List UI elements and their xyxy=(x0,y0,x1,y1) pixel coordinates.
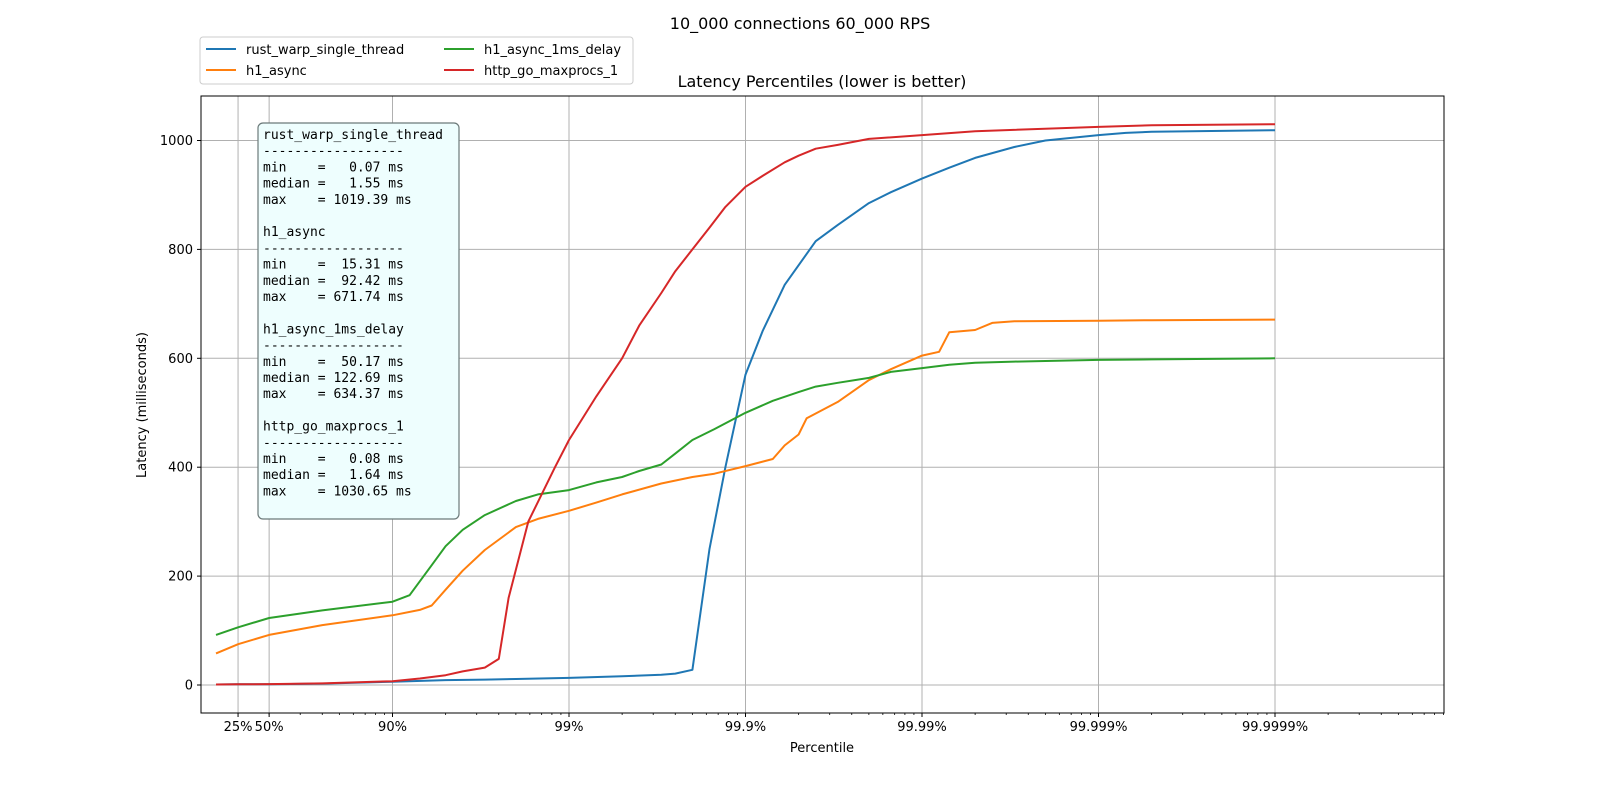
y-tick-label: 800 xyxy=(168,243,193,258)
y-tick-label: 400 xyxy=(168,461,193,476)
legend-label: rust_warp_single_thread xyxy=(246,43,404,58)
chart-suptitle: 10_000 connections 60_000 RPS xyxy=(670,14,930,34)
x-tick-label: 90% xyxy=(378,720,407,735)
stats-name: h1_async xyxy=(263,225,326,240)
stats-box-frame xyxy=(257,122,460,520)
stats-min: min = 50.17 ms xyxy=(263,355,404,370)
stats-max: max = 1030.65 ms xyxy=(263,484,412,499)
stats-name: http_go_maxprocs_1 xyxy=(263,420,404,435)
series-line-h1_async xyxy=(215,318,1276,655)
stats-median: median = 1.55 ms xyxy=(263,177,404,192)
stats-name: h1_async_1ms_delay xyxy=(263,322,404,337)
stats-separator: ------------------ xyxy=(263,144,404,159)
y-tick-label: 1000 xyxy=(160,134,193,149)
chart-title: Latency Percentiles (lower is better) xyxy=(678,72,967,91)
y-tick-label: 200 xyxy=(168,570,193,585)
stats-name: rust_warp_single_thread xyxy=(263,128,443,143)
plot-frame xyxy=(200,95,1445,714)
stats-max: max = 634.37 ms xyxy=(263,387,404,402)
stats-max: max = 671.74 ms xyxy=(263,290,404,305)
stats-separator: ------------------ xyxy=(263,241,404,256)
x-tick-label: 99% xyxy=(555,720,584,735)
legend-label: h1_async_1ms_delay xyxy=(484,43,621,58)
stats-min: min = 0.07 ms xyxy=(263,160,404,175)
y-axis-ticks: 0 200 400 600 800 1000 xyxy=(160,134,201,694)
x-axis-ticks: 25% 50% 90% 99% 99.9% 99.99% 99.999% 99.9999% xyxy=(224,713,1444,735)
series-lines xyxy=(215,123,1276,686)
x-tick-label: 99.99% xyxy=(897,720,947,735)
legend-label: h1_async xyxy=(246,64,307,79)
legend: rust_warp_single_thread h1_async h1_async_… xyxy=(199,36,634,85)
x-tick-label: 25% xyxy=(224,720,253,735)
stats-max: max = 1019.39 ms xyxy=(263,193,412,208)
stats-median: median = 122.69 ms xyxy=(263,371,404,386)
stats-box: rust_warp_single_thread-----------------… xyxy=(257,122,460,520)
x-tick-label: 50% xyxy=(255,720,284,735)
stats-min: min = 0.08 ms xyxy=(263,452,404,467)
y-axis-label: Latency (milliseconds) xyxy=(135,332,150,478)
series-line-rust_warp_single_thread xyxy=(215,129,1276,686)
legend-frame xyxy=(199,36,634,85)
y-tick-label: 600 xyxy=(168,352,193,367)
series-line-h1_async_1ms_delay xyxy=(215,357,1276,636)
y-tick-label: 0 xyxy=(185,679,193,694)
x-tick-label: 99.9% xyxy=(725,720,766,735)
stats-median: median = 92.42 ms xyxy=(263,274,404,289)
series-line-http_go_maxprocs_1 xyxy=(215,123,1276,686)
stats-separator: ------------------ xyxy=(263,436,404,451)
x-axis-label: Percentile xyxy=(790,741,854,756)
legend-label: http_go_maxprocs_1 xyxy=(484,64,618,79)
stats-min: min = 15.31 ms xyxy=(263,258,404,273)
x-tick-label: 99.999% xyxy=(1070,720,1128,735)
x-tick-label: 99.9999% xyxy=(1242,720,1308,735)
stats-median: median = 1.64 ms xyxy=(263,468,404,483)
stats-separator: ------------------ xyxy=(263,339,404,354)
